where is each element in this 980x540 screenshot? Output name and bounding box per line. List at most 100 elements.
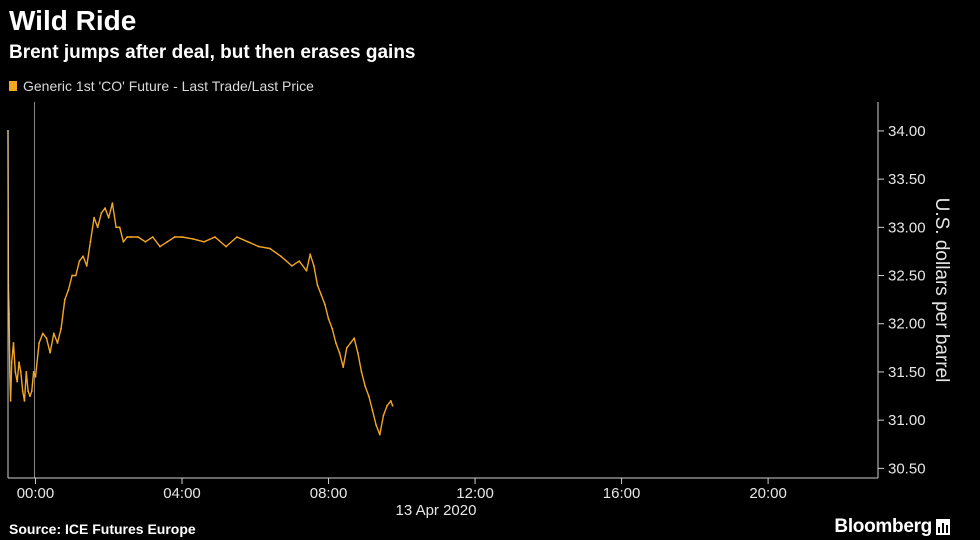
data-point: [21, 390, 24, 393]
data-point: [364, 385, 367, 388]
data-point: [324, 303, 326, 306]
data-point: [71, 274, 73, 277]
data-point: [327, 318, 330, 320]
data-point: [126, 236, 128, 238]
y-axis-title: U.S. dollars per barrel: [931, 198, 952, 383]
data-point: [56, 342, 59, 344]
x-tick-label: 04:00: [163, 485, 201, 502]
y-tick-label: 32.50: [888, 268, 926, 285]
data-point: [378, 433, 381, 436]
data-point: [29, 395, 31, 397]
legend-swatch: [9, 81, 17, 91]
data-point: [82, 255, 84, 258]
data-point: [269, 247, 271, 250]
x-axis: 00:00 04:00 08:00 12:00 16:00 20:00: [17, 478, 787, 502]
data-point: [159, 245, 161, 248]
data-point: [67, 289, 70, 291]
data-point: [356, 351, 359, 354]
y-tick-label: 33.50: [888, 171, 926, 188]
y-tick-label: 31.00: [888, 412, 926, 429]
data-point: [100, 212, 103, 214]
chart-icon: [936, 519, 950, 535]
data-point: [291, 265, 293, 267]
data-point: [78, 260, 81, 262]
data-point: [298, 260, 301, 262]
data-point: [41, 332, 44, 335]
data-point: [118, 226, 121, 229]
x-tick-label: 00:00: [17, 485, 55, 502]
data-point: [10, 361, 13, 364]
source-note: Source: ICE Futures Europe: [9, 521, 196, 537]
y-tick-label: 30.50: [888, 460, 926, 477]
data-point: [32, 371, 35, 373]
data-point: [38, 342, 40, 344]
data-point: [173, 236, 176, 238]
data-point: [14, 371, 17, 373]
axes: [7, 102, 879, 479]
data-point: [137, 236, 139, 238]
data-point: [316, 284, 319, 287]
x-axis-date-label: 13 Apr 2020: [396, 502, 477, 519]
x-tick-label: 12:00: [456, 485, 494, 502]
data-point: [345, 346, 348, 349]
data-point: [111, 202, 114, 205]
data-point: [74, 274, 77, 277]
data-point: [181, 236, 183, 238]
data-point: [45, 337, 48, 340]
data-point: [60, 327, 62, 330]
data-point: [349, 342, 352, 344]
data-point: [391, 404, 394, 407]
data-point: [115, 226, 117, 229]
data-point: [151, 236, 154, 238]
x-tick-label: 08:00: [310, 485, 348, 502]
y-tick-label: 33.00: [888, 219, 926, 236]
data-point: [8, 313, 11, 315]
data-point: [16, 380, 19, 383]
data-point: [371, 409, 374, 412]
chart-legend: Generic 1st 'CO' Future - Last Trade/Las…: [9, 78, 314, 94]
data-point: [85, 265, 88, 267]
data-point: [335, 342, 337, 344]
data-point: [122, 240, 125, 243]
data-point: [258, 245, 260, 248]
data-point: [129, 236, 132, 238]
data-point: [63, 298, 66, 301]
data-point: [27, 390, 29, 393]
data-point: [203, 240, 205, 243]
data-point: [375, 424, 377, 426]
legend-label: Generic 1st 'CO' Future - Last Trade/Las…: [23, 78, 314, 94]
data-point: [8, 371, 11, 373]
data-point: [104, 207, 106, 210]
data-point: [89, 240, 92, 243]
data-point: [96, 226, 99, 229]
series-line: [7, 130, 394, 436]
data-point: [360, 371, 363, 373]
data-point: [18, 361, 20, 364]
x-tick-label: 20:00: [749, 485, 787, 502]
data-point: [144, 240, 147, 243]
data-point: [386, 404, 388, 407]
data-point: [342, 366, 345, 368]
data-point: [166, 240, 169, 243]
y-tick-label: 34.00: [888, 123, 926, 140]
data-point: [214, 236, 216, 238]
data-point: [320, 293, 323, 296]
series-layer: [7, 130, 394, 436]
chart-title: Wild Ride: [9, 5, 137, 36]
x-tick-label: 16:00: [603, 485, 641, 502]
chart-subtitle: Brent jumps after deal, but then erases …: [9, 42, 416, 63]
data-point: [236, 236, 238, 238]
data-point: [107, 216, 110, 219]
data-point: [30, 390, 33, 393]
data-point: [247, 240, 249, 243]
data-point: [23, 400, 26, 402]
data-point: [389, 400, 392, 402]
data-point: [12, 342, 15, 344]
data-point: [93, 216, 95, 219]
data-point: [353, 337, 356, 340]
data-point: [34, 375, 37, 378]
data-point: [192, 238, 194, 240]
brand-logo: Bloomberg: [834, 516, 932, 537]
data-point: [305, 269, 308, 272]
y-tick-label: 31.50: [888, 364, 926, 381]
